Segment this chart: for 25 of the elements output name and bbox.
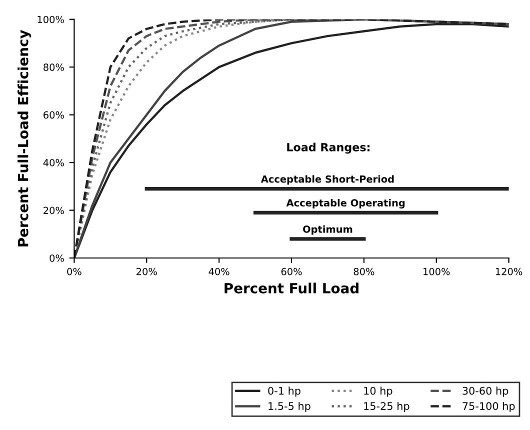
annotation: Load Ranges:: [287, 142, 370, 154]
series-label: Acceptable Operating: [286, 199, 405, 208]
y-axis-title: Percent Full-Load Efficiency: [18, 30, 32, 246]
legend-label: 10 hp: [364, 386, 392, 397]
y-tick-label: 80%: [44, 64, 64, 71]
series-label: Acceptable Short-Period: [260, 175, 394, 185]
x-axis-title: Percent Full Load: [224, 282, 358, 294]
y-tick-label: 60%: [44, 111, 64, 119]
y-tick-label: 20%: [44, 206, 64, 214]
x-tick-label: 0%: [67, 268, 82, 276]
series-label: Optimum: [303, 225, 352, 235]
y-tick-label: 40%: [43, 159, 64, 166]
x-tick-label: 60%: [281, 268, 302, 276]
x-tick-label: 20%: [136, 268, 157, 276]
x-tick-label: 80%: [354, 268, 374, 276]
legend-label: 30-60 hp: [462, 386, 508, 397]
legend-label: 75-100 hp: [462, 402, 515, 412]
x-tick-label: 40%: [208, 268, 230, 276]
legend-label: 1.5-5 hp: [268, 402, 310, 412]
y-tick-label: 0%: [50, 254, 64, 262]
x-tick-label: 120%: [496, 268, 522, 276]
y-tick-label: 100%: [38, 16, 64, 24]
x-tick-label: 100%: [424, 268, 450, 276]
legend-label: 15-25 hp: [364, 402, 410, 412]
legend-label: 0-1 hp: [268, 386, 300, 397]
